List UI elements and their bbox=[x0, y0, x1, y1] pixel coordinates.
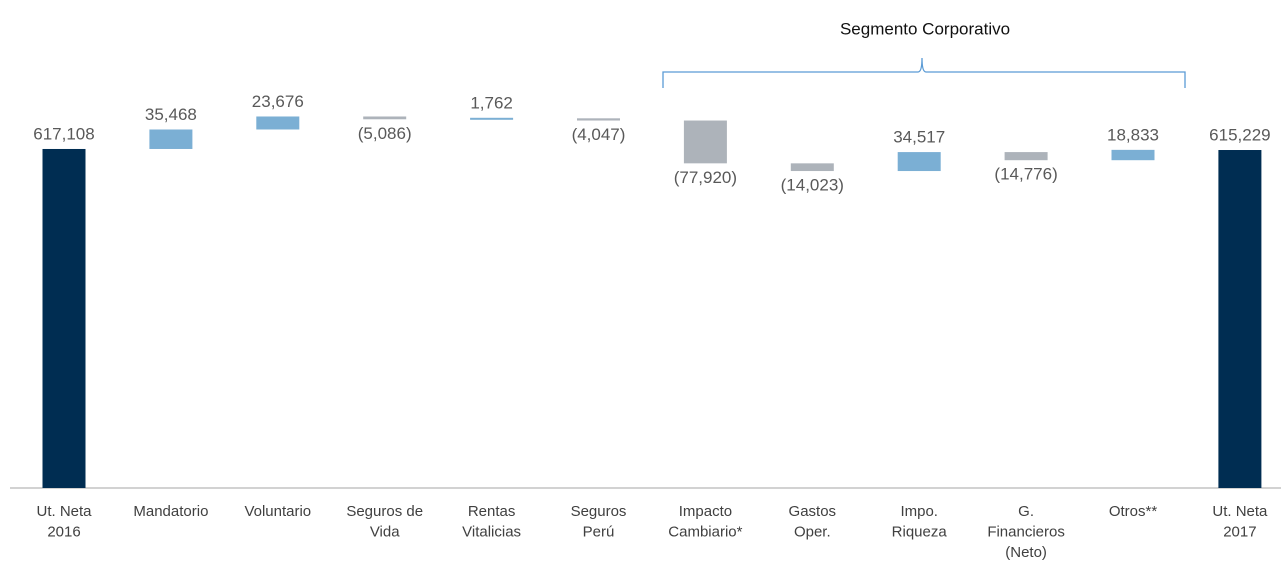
x-tick-label: Gastos Oper. bbox=[789, 503, 837, 541]
x-tick-label-line: Vida bbox=[370, 523, 400, 540]
x-tick-label-line: Ut. Neta bbox=[1212, 503, 1268, 520]
x-tick-label-line: 2016 bbox=[47, 523, 80, 540]
value-label: (5,086) bbox=[358, 124, 412, 143]
bar bbox=[363, 116, 407, 120]
x-tick-label-line: Seguros de bbox=[346, 503, 423, 520]
value-label: 34,517 bbox=[893, 128, 945, 147]
bar bbox=[256, 116, 300, 130]
bar bbox=[1218, 150, 1262, 488]
value-label: 615,229 bbox=[1209, 125, 1270, 144]
x-tick-label-line: (Neto) bbox=[1005, 544, 1047, 561]
x-tick-label: Otros** bbox=[1109, 503, 1158, 520]
value-label: 18,833 bbox=[1107, 125, 1159, 144]
x-tick-label: Ut. Neta 2017 bbox=[1212, 503, 1268, 541]
x-tick-label: Impo. Riqueza bbox=[892, 503, 948, 541]
x-tick-label-line: G. bbox=[1018, 503, 1034, 520]
x-tick-label-line: Financieros bbox=[987, 523, 1065, 540]
x-tick-label-line: 2017 bbox=[1223, 523, 1256, 540]
x-tick-label-line: Perú bbox=[583, 523, 615, 540]
x-tick-label: Voluntario bbox=[244, 503, 311, 520]
bar bbox=[683, 120, 727, 164]
x-tick-label-line: Cambiario* bbox=[668, 523, 742, 540]
x-tick-label-line: Ut. Neta bbox=[36, 503, 92, 520]
value-label: 35,468 bbox=[145, 105, 197, 124]
x-tick-label-line: Impo. bbox=[900, 503, 938, 520]
x-tick-label-line: Vitalicias bbox=[462, 523, 521, 540]
x-tick-label-line: Gastos bbox=[789, 503, 837, 520]
x-tick-label: G. Financieros (Neto) bbox=[987, 503, 1065, 561]
x-tick-label: Rentas Vitalicias bbox=[462, 503, 521, 541]
x-tick-label: Seguros de Vida bbox=[346, 503, 423, 541]
value-label: 1,762 bbox=[470, 93, 513, 112]
x-tick-label: Mandatorio bbox=[133, 503, 208, 520]
bar bbox=[1111, 149, 1155, 161]
x-tick-label-line: Riqueza bbox=[892, 523, 948, 540]
x-tick-label-line: Rentas bbox=[468, 503, 516, 520]
x-tick-label-line: Impacto bbox=[679, 503, 732, 520]
bar bbox=[790, 163, 834, 172]
value-label: (4,047) bbox=[572, 125, 626, 144]
bracket bbox=[662, 57, 1186, 88]
x-tick-label-line: Seguros bbox=[571, 503, 627, 520]
value-label: (77,920) bbox=[674, 168, 737, 187]
bar bbox=[42, 148, 86, 488]
x-tick-label: Ut. Neta 2016 bbox=[36, 503, 92, 541]
value-label: (14,023) bbox=[781, 176, 844, 195]
bar bbox=[1004, 152, 1048, 161]
bar bbox=[149, 129, 193, 149]
x-tick-label: Impacto Cambiario* bbox=[668, 503, 742, 541]
bar bbox=[470, 117, 514, 120]
x-tick-label-line: Oper. bbox=[794, 523, 831, 540]
value-label: 617,108 bbox=[33, 124, 94, 143]
bar bbox=[897, 152, 941, 172]
value-label: 23,676 bbox=[252, 92, 304, 111]
annotation: Segmento Corporativo bbox=[840, 19, 1010, 38]
x-tick-label-line: Mandatorio bbox=[133, 503, 208, 520]
bar bbox=[577, 118, 620, 121]
x-tick-label-line: Voluntario bbox=[244, 503, 311, 520]
value-label: (14,776) bbox=[994, 165, 1057, 184]
x-tick-label-line: Otros** bbox=[1109, 503, 1158, 520]
x-tick-label: Seguros Perú bbox=[571, 503, 627, 541]
